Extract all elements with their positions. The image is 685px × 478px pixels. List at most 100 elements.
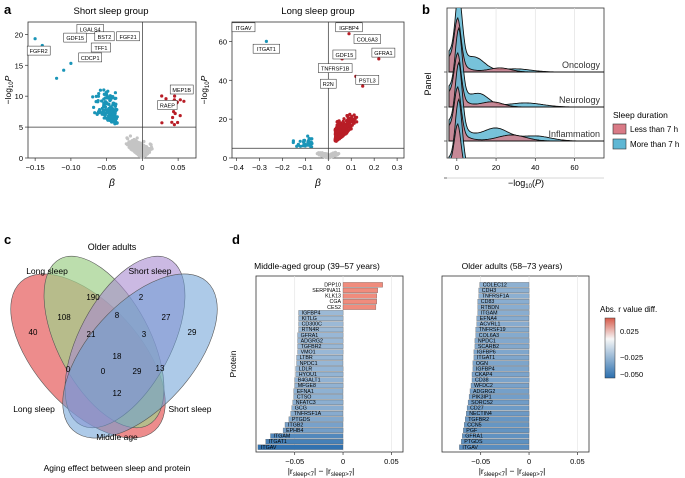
d1-bar-label: VMO1 (301, 350, 316, 356)
a2-point (336, 136, 340, 140)
b-panel-label: Neurology (559, 95, 601, 105)
d1-bar (282, 427, 344, 433)
a1-xtick-label: −0.10 (61, 163, 80, 172)
d2-bar-label: IGFBP6 (477, 350, 496, 356)
d2-bar (463, 427, 530, 433)
d2-bar (475, 327, 530, 333)
d1-bar-label: ADGRG2 (301, 338, 323, 344)
a2-point (302, 138, 307, 142)
d1-bar-label: CD300C (302, 322, 322, 328)
d2-bar (469, 388, 530, 394)
a2-gene-label: TNFRSF1B (321, 67, 350, 73)
d2-bar-label: PTGDS (464, 439, 483, 445)
d2-title: Older adults (58–73 years) (462, 261, 563, 271)
d2-bar-label: COL6A3 (479, 333, 499, 339)
colorbar-tick: −0.025 (620, 353, 643, 362)
d1-bar (298, 315, 344, 321)
d1-frame (255, 275, 404, 453)
a2-point (355, 120, 359, 124)
d1-xtick-label: −0.05 (285, 457, 304, 466)
a1-point (102, 88, 106, 92)
a2-gene-label-box (371, 47, 396, 58)
a1-point (55, 76, 59, 80)
d2-bar (473, 349, 530, 355)
d1-bar (265, 439, 344, 445)
a1-point (33, 37, 37, 41)
b-panel-label: Oncology (562, 60, 601, 70)
a1-point (115, 121, 119, 125)
a1-xtick-label: 0 (140, 163, 144, 172)
d2-bar-label: SORCS2 (471, 400, 493, 406)
d2-bar-label: PGF (466, 428, 478, 434)
d1-bar (342, 293, 377, 299)
a1-point (178, 98, 182, 102)
a2-gene-label: ITGAT1 (257, 47, 276, 53)
d1-bar (292, 399, 344, 405)
d2-bar (477, 299, 530, 305)
d1-bar (284, 422, 344, 428)
a1-point (128, 134, 132, 138)
d1-bar-label: ITGAM (274, 434, 291, 440)
venn-ellipse-blue (62, 273, 218, 439)
d2-bar-label: COLEC12 (483, 282, 507, 288)
venn-count: 0 (66, 365, 71, 374)
d1-bar-label: NPDC1 (300, 361, 318, 367)
d1-bar (297, 332, 344, 338)
d2-bar (472, 366, 530, 372)
a1-gene-label-box (94, 31, 115, 42)
d1-bar (342, 287, 378, 293)
d2-bar (474, 343, 530, 349)
a1-gene-label-box (90, 42, 111, 53)
a2-point (334, 127, 338, 131)
a1-point (100, 99, 104, 103)
a1-point (149, 145, 154, 149)
panel-letter-a: a (4, 2, 12, 17)
panel-letter-c: c (4, 232, 11, 247)
b-legend-swatch-more (612, 138, 627, 150)
d2-bar (476, 315, 530, 321)
a1-gene-label-box (76, 24, 104, 34)
d2-bar (466, 405, 530, 411)
a1-point (138, 142, 142, 146)
d1-bar (297, 338, 344, 344)
venn-count: 29 (188, 328, 197, 337)
d1-bar (295, 371, 344, 377)
venn-count: 40 (29, 328, 38, 337)
ridge-plot: Oncology Neurology Inflammation Cardiometab… (423, 7, 679, 190)
d2-bar-label: ITGAV (462, 445, 478, 451)
a1-point (103, 113, 107, 117)
a1-point (104, 101, 108, 106)
a1-point (160, 94, 164, 98)
a2-point (264, 39, 268, 44)
a2-gene-label: ITGAV (235, 26, 251, 32)
d2-bar (470, 383, 530, 389)
a2-gene-label: R2N (323, 82, 334, 88)
d2-bar (478, 293, 530, 299)
venn-bottom-label: Middle age (96, 432, 138, 442)
a1-gene-label: RAEP (160, 104, 175, 110)
d2-bar-label: TNFRSF1A (482, 294, 510, 300)
d1-bar (298, 321, 344, 327)
a2-point (320, 153, 324, 157)
a1-gene-label: FGFR2 (30, 49, 48, 55)
d2-bar-label: WFDC2 (474, 383, 493, 389)
b-frame (446, 7, 605, 159)
a1-ytick-label: 0 (19, 154, 23, 163)
a1-point (102, 92, 106, 96)
d1-bar-label: LTBR (300, 355, 313, 361)
volcano-long-sleep: Long sleep group −0.4 −0.3 −0.2 −0.1 0 0.1 0.2… (199, 6, 405, 189)
d1-bar (298, 327, 344, 333)
d1-bar-label: RTN4R (302, 327, 320, 333)
a1-gene-label-box (26, 45, 51, 56)
a2-point (306, 134, 310, 138)
a2-point (352, 121, 356, 125)
a2-point (309, 140, 313, 144)
venn-count: 29 (133, 367, 142, 376)
venn-count: 190 (86, 293, 100, 302)
d1-bar-label: ITGB2 (288, 422, 303, 428)
d2-bar (471, 377, 530, 383)
a1-point (97, 92, 101, 96)
a1-point (96, 110, 101, 114)
d1-bar-label: EFNA1 (297, 389, 314, 395)
